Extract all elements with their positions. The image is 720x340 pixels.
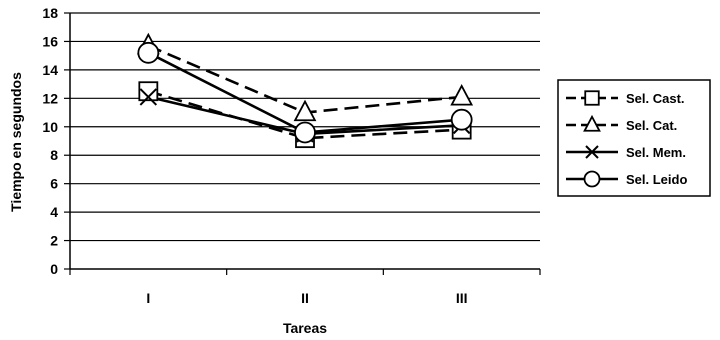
data-point-circle [137,41,160,64]
series-line-1 [147,89,462,140]
legend-label: Sel. Cast. [626,91,685,106]
y-tick-label: 18 [42,5,58,21]
y-axis-title: Tiempo en segundos [8,72,24,212]
data-point-x [139,88,158,106]
data-point-triangle [293,99,317,122]
y-tick-label: 2 [50,233,58,249]
legend-box [557,79,711,197]
y-tick-label: 4 [50,204,58,220]
legend-marker-x [585,145,599,159]
y-tick-label: 0 [50,261,58,277]
y-tick-label: 14 [42,62,58,78]
legend-label: Sel. Mem. [626,145,686,160]
legend-marker-square [584,90,600,106]
x-tick-label: III [456,290,468,306]
legend-label: Sel. Leido [626,172,687,187]
legend-label: Sel. Cat. [626,118,677,133]
y-tick-label: 16 [42,33,58,49]
series-markers [136,32,474,149]
data-point-square [138,81,159,102]
data-point-triangle [450,83,474,106]
y-tick-label: 8 [50,147,58,163]
data-point-circle [294,121,316,144]
y-tick-label: 12 [42,90,58,106]
y-tick-label: 10 [42,119,58,135]
legend-marker-circle [583,170,601,188]
x-tick-label: I [146,290,150,306]
data-point-circle [450,108,473,131]
x-axis-title: Tareas [283,320,327,336]
legend-marker-triangle [583,114,601,132]
y-tick-label: 6 [50,176,58,192]
legend: Sel. Cast. Sel. Cat. Sel. Mem. Sel. Leido [557,79,711,197]
x-tick-label: II [301,290,309,306]
